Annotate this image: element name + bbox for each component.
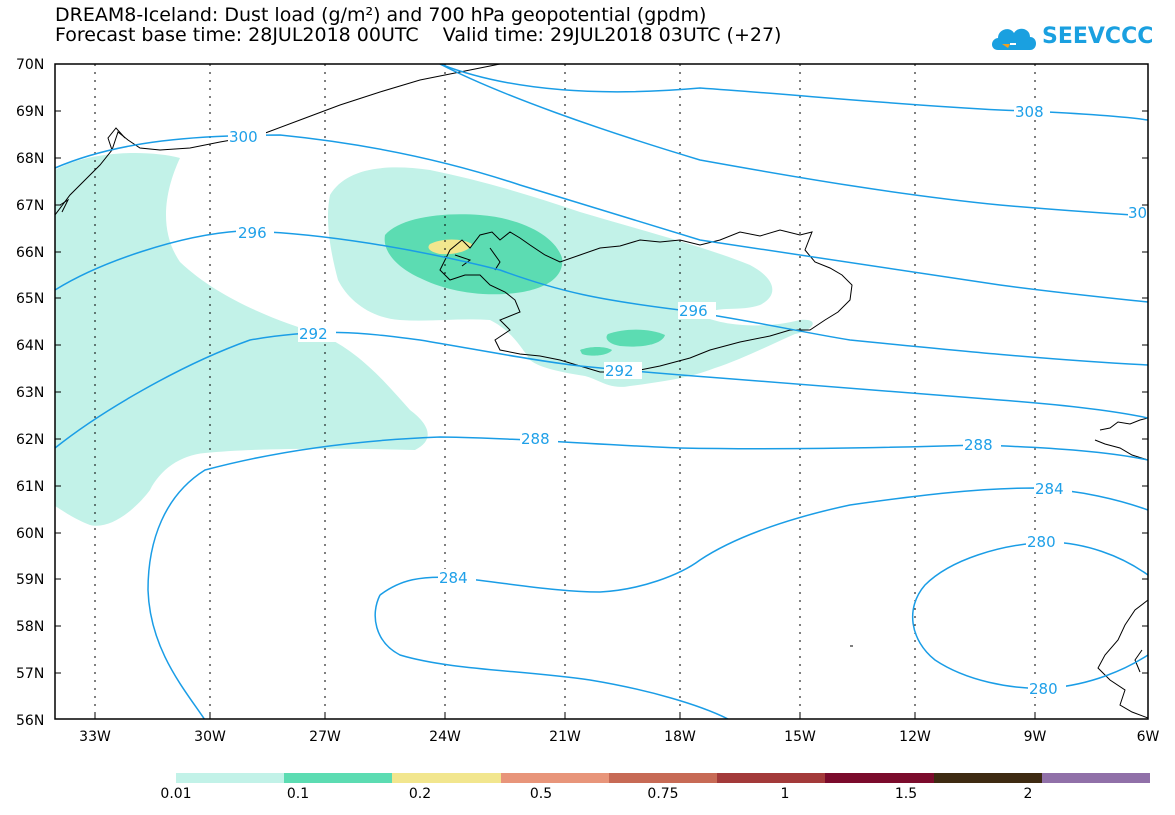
coastline-scotland [1097,599,1148,719]
legend-label: 0.1 [286,786,310,802]
coastline-norway [1094,417,1148,461]
lat-label: 62N [16,432,44,448]
legend-swatch [933,773,1042,783]
legend-label: 0.2 [408,786,432,802]
contour-label: 280 [1027,533,1056,551]
lon-label: 9W [1024,729,1047,745]
lat-label: 66N [16,245,44,261]
lat-label: 69N [16,104,44,120]
contour-label: 292 [299,325,328,343]
contour-label: 284 [439,569,468,587]
dust-area-high [428,239,472,255]
coastline-iceland [439,229,853,373]
lat-label: 59N [16,572,44,588]
legend-label: 0.01 [160,786,192,802]
contour-288 [147,436,1148,719]
contour-label: 288 [521,430,550,448]
geopotential-contours [55,64,1148,719]
dust-area-medium-2 [606,329,665,347]
logo-text: SEEVCCC [1042,24,1154,49]
lon-label: 27W [309,729,341,745]
contour-label: 296 [238,224,267,242]
legend-swatch [825,773,934,783]
lat-label: 68N [16,151,44,167]
contour-label: 308 [1015,103,1044,121]
legend-swatch [392,773,501,783]
lon-label: 15W [784,729,816,745]
lon-label: 21W [549,729,581,745]
contour-304 [439,64,1148,217]
lon-label: 33W [79,729,111,745]
lat-label: 64N [16,338,44,354]
contour-280 [911,541,1148,690]
lat-label: 58N [16,619,44,635]
lon-label: 6W [1137,729,1160,745]
dust-shading [55,153,813,526]
color-legend [176,773,1150,783]
legend-swatch [176,773,285,783]
gridlines [94,64,1036,719]
contour-296 [55,230,1148,366]
longitude-labels: 33W 30W 27W 24W 21W 18W 15W 12W 9W 6W [79,729,1159,745]
legend-swatch [500,773,609,783]
contour-308 [439,64,1148,121]
contour-label: 280 [1029,680,1058,698]
legend-label: 2 [1023,786,1033,802]
lat-label: 61N [16,479,44,495]
legend-swatch [717,773,826,783]
dust-area-medium [384,214,563,295]
contour-292 [55,331,1148,449]
lat-label: 67N [16,198,44,214]
axis-ticks [55,63,1148,719]
legend-swatch [608,773,718,783]
contour-label: 284 [1035,480,1064,498]
coastlines [55,64,1148,719]
lon-label: 30W [194,729,226,745]
lat-label: 63N [16,385,44,401]
legend-swatch [284,773,393,783]
legend-label: 1 [780,786,790,802]
contour-label: 300 [229,128,258,146]
lon-label: 12W [899,729,931,745]
contour-label: 292 [605,362,634,380]
dust-area-medium-3 [580,347,612,356]
seevccc-logo: SEEVCCC [988,20,1163,60]
lat-label: 70N [16,57,44,73]
contour-label: 296 [679,302,708,320]
lat-label: 56N [16,713,44,729]
dust-area-west [55,153,428,526]
map-title: DREAM8-Iceland: Dust load (g/m²) and 700… [55,4,707,26]
contour-label: 288 [964,436,993,454]
legend-label: 0.5 [529,786,553,802]
map-subtitle: Forecast base time: 28JUL2018 00UTC Vali… [55,24,782,46]
contour-labels: 308 300 30 296 296 292 292 288 288 284 2… [228,103,1150,698]
legend-label: 0.75 [647,786,679,802]
lon-label: 24W [429,729,461,745]
contour-label: 30 [1128,204,1147,222]
lat-label: 60N [16,526,44,542]
coastline-greenland [55,64,501,216]
lat-label: 57N [16,666,44,682]
legend-swatch [1041,773,1150,783]
lat-label: 65N [16,291,44,307]
lon-label: 18W [664,729,696,745]
legend-label: 1.5 [894,786,918,802]
cloud-icon [992,28,1036,50]
latitude-labels: 70N 69N 68N 67N 66N 65N 64N 63N 62N 61N … [16,57,44,729]
